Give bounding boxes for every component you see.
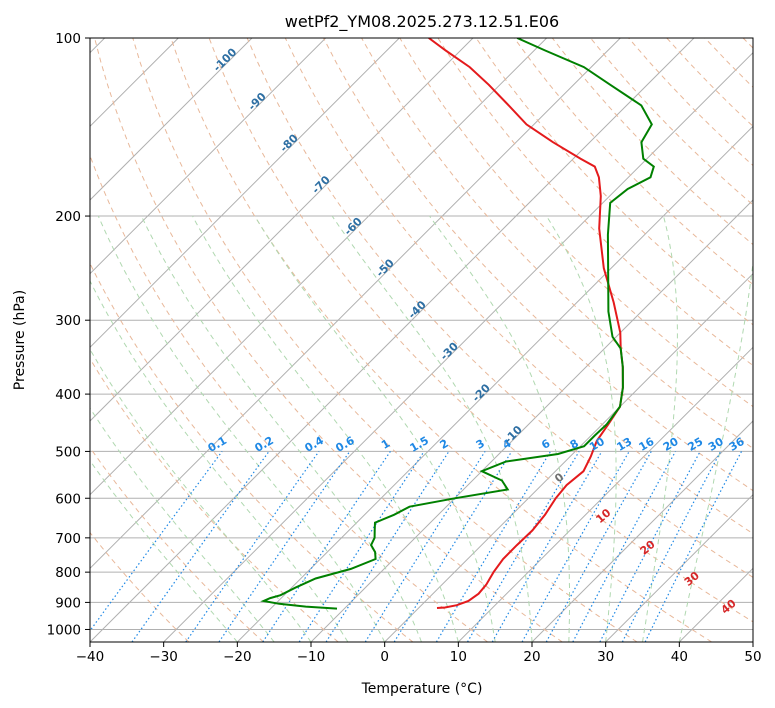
dry-adiabat [590,38,753,206]
mixing-ratio-line [90,451,223,632]
isotherm-line [531,420,753,642]
x-tick-label: 40 [671,649,688,665]
dry-adiabat [90,531,190,642]
dry-adiabat [704,38,753,88]
isotherm-label: -70 [310,173,333,196]
mixing-ratio-line [185,451,320,642]
isotherm-label: -20 [470,381,493,404]
isotherm-line [752,641,753,642]
dry-adiabat [666,38,753,127]
isotherm-line [90,38,621,570]
dry-adiabat [399,38,753,408]
mixing-ratio-line [218,451,351,642]
isotherm-line [90,38,253,201]
dry-adiabat [94,38,563,642]
y-axis-title: Pressure (hPa) [12,290,28,390]
moist-adiabat [331,215,533,642]
y-tick-label: 500 [55,444,81,460]
dry-adiabat [170,38,712,642]
isotherm-label: -100 [211,45,240,74]
chart-title: wetPf2_YM08.2025.273.12.51.E06 [285,12,559,32]
dry-adiabat [90,262,414,642]
x-axis-title: Temperature (°C) [361,681,483,697]
plot-frame [89,37,754,643]
mixing-ratio-line [435,451,552,642]
x-tick-label: 30 [597,649,614,665]
mixing-ratio-label: 6 [539,437,552,452]
moist-adiabat [254,215,496,642]
dry-adiabat [90,154,488,642]
isotherm-line [90,38,548,496]
x-tick-label: −20 [223,649,252,665]
dry-adiabat [208,38,753,623]
y-tick-label: 800 [55,565,81,581]
isotherm-label: -40 [406,298,429,321]
moist-adiabat [90,279,349,642]
isotherm-line [310,199,753,642]
mixing-ratio-line [325,451,450,642]
isotherm-line [678,567,753,642]
x-tick-label: 0 [380,649,389,665]
isotherm-line [90,38,327,275]
x-tick-label: 10 [450,649,467,665]
adiabat-label: 20 [638,538,658,558]
isotherm-line [163,51,753,642]
x-tick-label: −40 [76,649,105,665]
x-tick-label: −10 [297,649,326,665]
y-tick-label: 900 [55,595,81,611]
isotherm-line [384,272,753,642]
y-tick-label: 700 [55,531,81,547]
y-tick-label: 300 [55,313,81,329]
mixing-ratio-line [262,451,391,642]
dry-adiabat [437,38,753,367]
x-tick-label: 50 [744,649,761,665]
isotherm-line [605,493,753,642]
dry-adiabat [361,38,753,449]
moist-adiabat [90,407,275,642]
y-tick-label: 100 [55,31,81,47]
y-tick-label: 1000 [47,622,81,638]
mixing-ratio-line [364,451,486,642]
moist-adiabat [642,215,678,642]
mixing-ratio-label: 1 [379,437,392,452]
dry-adiabat [132,38,638,642]
isotherm-line [236,125,753,642]
x-tick-label: 20 [523,649,540,665]
isotherm-label: -50 [374,256,397,279]
mixing-ratio-line [131,451,270,642]
moist-adiabat [192,215,459,642]
y-tick-label: 200 [55,209,81,225]
isotherm-line [90,38,400,349]
moist-adiabat [429,215,570,642]
isotherm-label: -90 [246,90,269,113]
x-tick-label: −30 [149,649,178,665]
mixing-ratio-line [572,451,677,642]
dry-adiabat [742,38,753,49]
isotherm-label: -30 [438,340,461,363]
moist-adiabat [140,215,422,642]
dry-adiabat [475,38,753,326]
dry-adiabat [513,38,753,286]
dewpoint-profile [260,38,655,610]
dry-adiabat [246,38,753,578]
y-tick-label: 400 [55,387,81,403]
dry-adiabat [90,446,264,642]
mixing-ratio-line [621,451,722,642]
dry-adiabat [90,357,339,642]
isotherm-line [90,38,474,422]
mixing-ratio-line [644,451,743,642]
mixing-ratio-line [521,451,630,642]
isotherm-line [457,346,753,642]
isotherm-line [90,38,695,642]
mixing-ratio-label: 2 [438,437,451,452]
mixing-ratio-line [545,451,652,642]
y-tick-label: 600 [55,491,81,507]
isotherm-label: -80 [278,131,301,154]
moist-adiabat [546,215,617,642]
moist-adiabat [90,459,238,642]
moist-adiabat [678,259,753,642]
mixing-ratio-line [298,451,425,642]
mixing-ratio-line [393,451,513,642]
